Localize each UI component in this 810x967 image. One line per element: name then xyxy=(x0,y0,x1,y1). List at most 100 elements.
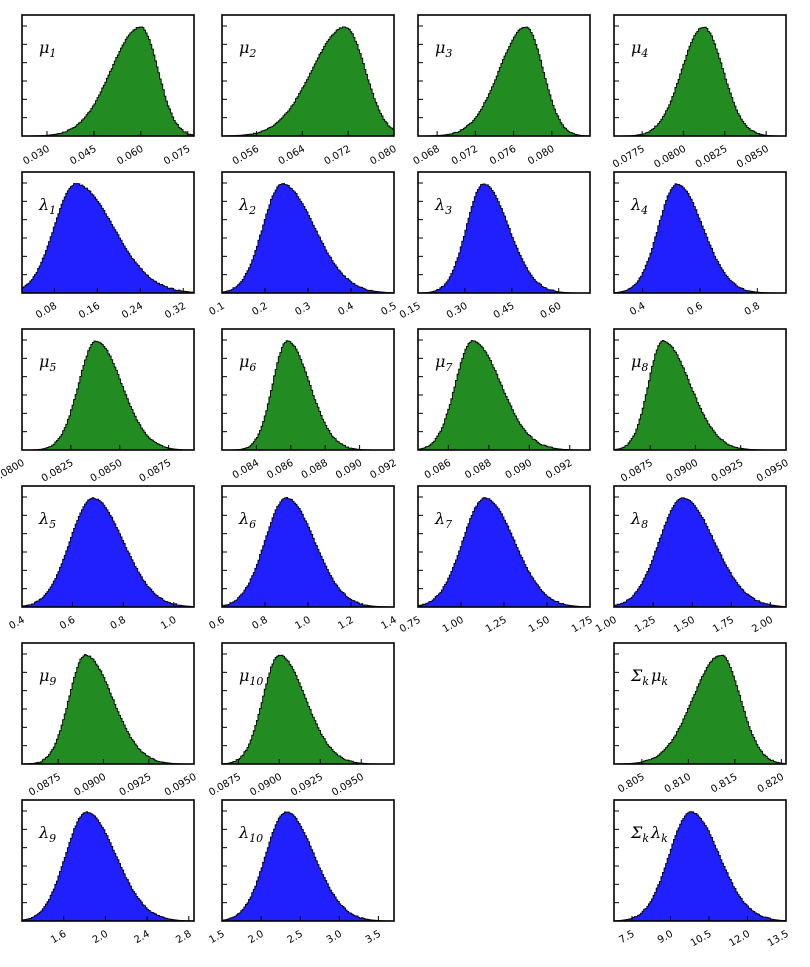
x-tick-label: 2.0 xyxy=(247,929,266,946)
label-subscript: k xyxy=(642,675,649,688)
histogram-panel-18: 0.0875 0.0900 0.0925 0.0950 μ10 xyxy=(207,642,395,799)
x-tick-label: 0.072 xyxy=(450,144,480,168)
x-tick-label: 0.0850 xyxy=(89,458,125,485)
plot-frame xyxy=(221,14,395,137)
x-tick-label: 0.4 xyxy=(336,301,355,318)
label-subscript: k xyxy=(642,832,649,845)
x-tick-label: 0.0925 xyxy=(710,458,746,485)
x-tick-label: 0.8 xyxy=(743,301,762,318)
label-subscript: 7 xyxy=(445,518,452,531)
x-tick-label: 0.08 xyxy=(34,301,59,322)
histogram-panel-6: 0.1 0.2 0.3 0.4 0.5 λ2 xyxy=(207,171,399,318)
plot-frame xyxy=(221,799,395,922)
histogram-panel-7: 0.15 0.30 0.45 0.60 λ3 xyxy=(398,171,591,322)
histogram-panel-16: 1.00 1.25 1.50 1.75 2.00 λ8 xyxy=(594,485,787,636)
x-tick-label: 0.16 xyxy=(77,301,102,322)
x-tick-label: 1.4 xyxy=(379,615,398,632)
panel-label: μ4 xyxy=(631,38,648,60)
x-tick-label: 0.805 xyxy=(616,772,646,796)
histogram-panel-4: 0.0775 0.0800 0.0825 0.0850 μ4 xyxy=(611,14,787,171)
panel-label: μ5 xyxy=(39,352,56,374)
x-tick-label: 0.075 xyxy=(162,144,192,168)
label-subscript: 3 xyxy=(445,204,452,217)
x-tick-label: 0.068 xyxy=(412,144,442,168)
x-tick-label: 0.086 xyxy=(423,458,453,482)
x-tick-label: 0.2 xyxy=(250,301,269,318)
x-tick-label: 0.0950 xyxy=(330,772,366,799)
label-subscript: 7 xyxy=(445,361,452,374)
x-tick-label: 0.810 xyxy=(663,772,693,796)
label-subscript: 9 xyxy=(49,675,56,688)
label-symbol: μ xyxy=(435,38,445,57)
histogram-panel-19: 0.805 0.810 0.815 0.820 Σk μk xyxy=(613,642,787,796)
label-subscript: 1 xyxy=(49,204,56,217)
x-tick-label: 0.092 xyxy=(368,458,398,482)
panel-label: μ8 xyxy=(631,352,648,374)
x-tick-label: 2.00 xyxy=(750,615,775,636)
label-symbol: Σ xyxy=(630,666,643,685)
x-tick-label: 0.5 xyxy=(379,301,398,318)
panel-label: μ6 xyxy=(239,352,256,374)
x-tick-label: 0.815 xyxy=(709,772,739,796)
label-symbol: μ xyxy=(39,352,49,371)
x-tick-label: 7.5 xyxy=(617,929,636,946)
x-tick-label: 0.6 xyxy=(58,615,77,632)
label-symbol: λ xyxy=(38,509,49,528)
x-tick-label: 13.5 xyxy=(766,929,791,950)
x-tick-label: 1.75 xyxy=(711,615,736,636)
panel-label: λ8 xyxy=(630,509,648,531)
x-tick-label: 2.5 xyxy=(286,929,305,946)
x-tick-label: 0.090 xyxy=(504,458,534,482)
x-tick-label: 0.086 xyxy=(265,458,295,482)
panel-label: μ2 xyxy=(239,38,256,60)
histogram-panel-22: 7.5 9.0 10.5 12.0 13.5 Σk λk xyxy=(613,799,791,950)
x-tick-label: 0.45 xyxy=(492,301,517,322)
x-tick-label: 0.0800 xyxy=(652,144,688,171)
histogram-area xyxy=(417,26,591,137)
x-tick-label: 0.820 xyxy=(756,772,786,796)
plot-frame xyxy=(21,799,195,922)
x-tick-label: 1.00 xyxy=(594,615,619,636)
plot-frame xyxy=(613,799,787,922)
x-tick-label: 0.088 xyxy=(300,458,330,482)
label-symbol: λ xyxy=(434,509,445,528)
histogram-panel-5: 0.08 0.16 0.24 0.32 λ1 xyxy=(21,171,195,322)
histogram-panel-13: 0.4 0.6 0.8 1.0 λ5 xyxy=(7,485,195,632)
histogram-area xyxy=(21,183,195,294)
histogram-panel-1: 0.030 0.045 0.060 0.075 μ1 xyxy=(21,14,195,168)
x-tick-label: 0.084 xyxy=(231,458,261,482)
label-symbol: μ xyxy=(239,352,249,371)
plot-frame xyxy=(221,328,395,451)
histogram-panel-14: 0.6 0.8 1.0 1.2 1.4 λ6 xyxy=(207,485,399,632)
histogram-area xyxy=(221,496,395,608)
panel-label: λ9 xyxy=(38,823,56,845)
histogram-area xyxy=(21,653,195,765)
histogram-panel-8: 0.4 0.6 0.8 λ4 xyxy=(613,171,787,318)
plot-frame xyxy=(21,328,195,451)
x-tick-label: 0.8 xyxy=(109,615,128,632)
x-tick-label: 0.4 xyxy=(628,301,647,318)
x-tick-label: 1.75 xyxy=(570,615,595,636)
histogram-area xyxy=(417,340,591,451)
label-subscript: 6 xyxy=(249,518,256,531)
x-tick-label: 1.2 xyxy=(336,615,355,632)
panel-label: λ7 xyxy=(434,509,452,531)
x-tick-label: 0.060 xyxy=(115,144,145,168)
plot-frame xyxy=(21,171,195,294)
label-symbol: μ xyxy=(435,352,445,371)
x-tick-label: 0.064 xyxy=(277,144,307,168)
x-tick-label: 0.32 xyxy=(163,301,188,322)
x-tick-label: 0.24 xyxy=(120,301,145,322)
x-tick-label: 0.8 xyxy=(250,615,269,632)
x-tick-label: 2.0 xyxy=(91,929,110,946)
histogram-panel-9: 0.0800 0.0825 0.0850 0.0875 μ5 xyxy=(0,328,195,485)
x-tick-label: 0.0875 xyxy=(619,458,655,485)
histogram-area xyxy=(221,811,395,922)
x-tick-label: 0.090 xyxy=(334,458,364,482)
x-tick-label: 0.080 xyxy=(368,144,398,168)
label-subscript: 4 xyxy=(640,47,648,60)
x-tick-label: 0.1 xyxy=(207,301,226,318)
label-symbol: λ xyxy=(434,195,445,214)
x-tick-label: 0.076 xyxy=(488,144,518,168)
label-subscript: 3 xyxy=(445,47,452,60)
